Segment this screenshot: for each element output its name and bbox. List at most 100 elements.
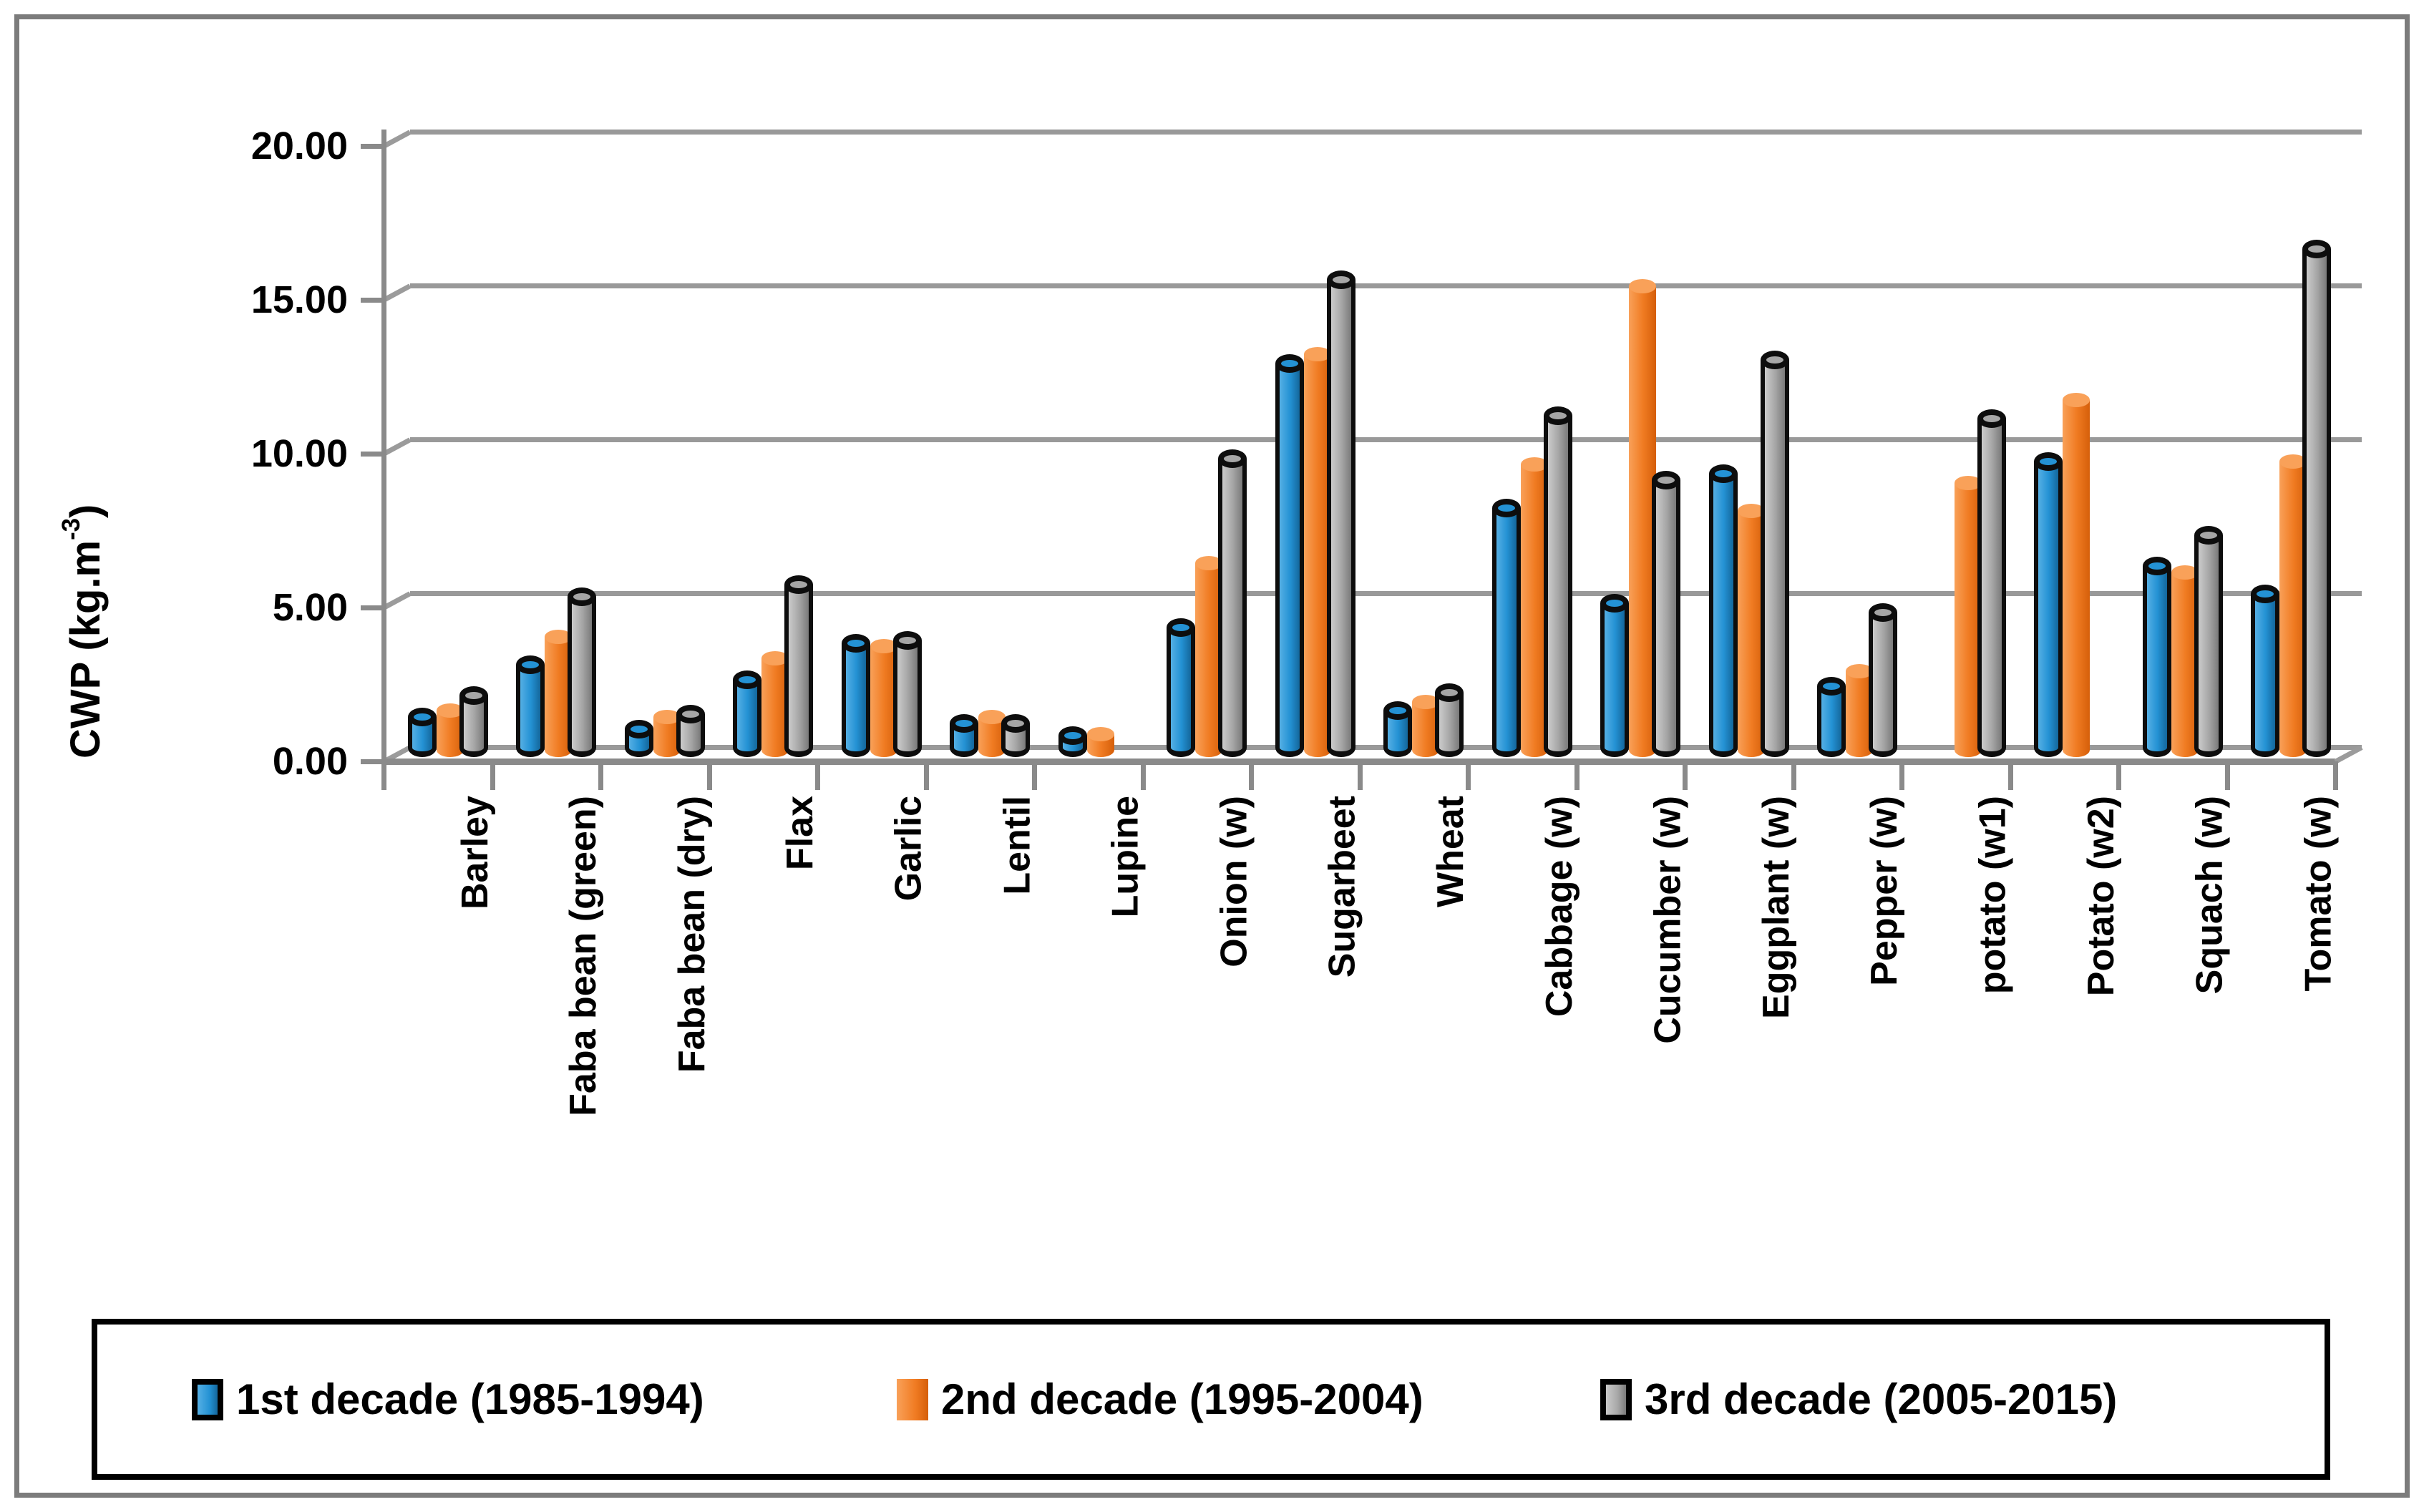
y-tick-label-15.00: 15.00 [250,278,348,321]
bar-Squach (w)-1st decade (1985-1994) [2142,557,2171,757]
legend-swatch-orange [897,1378,928,1420]
bar-Cucumber (w)-2nd decade (1995-2004) [1629,279,1657,757]
cylinder-top [1383,701,1413,720]
bar-Faba bean (dry)-2nd decade (1995-2004) [653,710,681,757]
cylinder-top [1001,714,1031,733]
bar-Eggplant (w)-3rd decade (2005-2015) [1760,351,1789,757]
category-boundary-tick [2333,761,2338,790]
cylinder-top [1737,504,1765,518]
legend-swatch-gray [1600,1378,1632,1420]
cylinder-top [2063,393,2090,407]
bar-Tomato (w)-3rd decade (2005-2015) [2302,240,2332,757]
category-boundary-tick [2224,761,2230,790]
gridline-20.00 [410,130,2362,135]
cylinder-top [841,634,870,653]
cylinder-top [1817,677,1846,696]
category-label-Flax: Flax [779,796,822,871]
cylinder-top [459,686,488,705]
cylinder-top [1760,351,1789,369]
category-label-Pepper (w): Pepper (w) [1864,796,1906,986]
category-label-Eggplant (w): Eggplant (w) [1755,796,1797,1019]
category-boundary-tick [1466,761,1471,790]
cylinder-top [1412,695,1440,709]
cylinder-top [2171,565,2199,580]
cylinder-top [761,651,789,665]
legend-entry-3rd-decade: 3rd decade (2005-2015) [1600,1325,2117,1474]
category-label-Cucumber (w): Cucumber (w) [1647,796,1689,1044]
bar-potato (w1)-3rd decade (2005-2015) [1977,409,2006,757]
bar-Eggplant (w)-1st decade (1985-1994) [1708,464,1738,757]
cylinder-top [1275,354,1304,373]
cylinder-top [950,714,979,733]
y-tick-label-0.00: 0.00 [272,740,348,783]
category-boundary-tick [1357,761,1363,790]
cylinder-top [2302,240,2332,258]
cylinder-top [1086,727,1114,741]
bar-Wheat-1st decade (1985-1994) [1383,701,1413,757]
cylinder-top [2194,526,2223,545]
category-label-Cabbage (w): Cabbage (w) [1538,796,1580,1018]
cylinder-top [545,630,573,644]
cylinder-top [2142,557,2171,575]
category-label-Tomato (w): Tomato (w) [2297,796,2340,992]
category-boundary-tick [1249,761,1254,790]
category-label-Faba bean (dry): Faba bean (dry) [671,796,713,1073]
legend-label: 1st decade (1985-1994) [236,1375,704,1423]
bar-Onion (w)-1st decade (1985-1994) [1167,618,1196,757]
category-boundary-tick [923,761,929,790]
category-boundary-tick [815,761,820,790]
bar-Squach (w)-2nd decade (1995-2004) [2171,565,2199,757]
bar-Onion (w)-3rd decade (2005-2015) [1218,449,1247,757]
bar-Wheat-2nd decade (1995-2004) [1412,695,1440,757]
bar-Tomato (w)-2nd decade (1995-2004) [2279,454,2307,757]
bar-Cucumber (w)-1st decade (1985-1994) [1600,594,1630,757]
bar-Pepper (w)-3rd decade (2005-2015) [1869,603,1898,757]
category-boundary-tick [2116,761,2121,790]
category-boundary-tick [1140,761,1146,790]
bar-Barley-3rd decade (2005-2015) [459,686,488,757]
bar-Potato (w2)-1st decade (1985-1994) [2034,452,2063,757]
bar-Pepper (w)-2nd decade (1995-2004) [1846,664,1874,757]
bar-potato (w1)-2nd decade (1995-2004) [1954,476,1982,757]
category-boundary-tick [1032,761,1037,790]
cylinder-top [1977,409,2006,428]
category-label-Garlic: Garlic [887,796,930,902]
cylinder-top [784,575,814,594]
cylinder-top [1303,347,1331,361]
category-boundary-tick [2007,761,2013,790]
cylinder-top [733,670,762,689]
bar-Onion (w)-2nd decade (1995-2004) [1195,556,1223,757]
bar-Lentil-3rd decade (2005-2015) [1001,714,1031,757]
cylinder-top [1218,449,1247,468]
cylinder-top [2251,585,2280,603]
cylinder-top [870,639,897,653]
cylinder-top [653,710,681,724]
category-boundary-tick [1683,761,1688,790]
legend-label: 2nd decade (1995-2004) [941,1375,1423,1423]
bar-Sugarbeet-2nd decade (1995-2004) [1303,347,1331,757]
y-tick-mark-15.00 [361,298,384,303]
legend-entry-2nd-decade: 2nd decade (1995-2004) [897,1325,1423,1474]
category-boundary-tick [706,761,712,790]
bar-Faba bean (dry)-3rd decade (2005-2015) [676,705,705,757]
cylinder-top [676,705,705,723]
category-label-Sugarbeet: Sugarbeet [1321,796,1363,978]
cylinder-top [1629,279,1657,293]
bar-Garlic-2nd decade (1995-2004) [870,639,897,757]
cylinder-top [1435,683,1464,702]
bar-Lupine-1st decade (1985-1994) [1058,726,1087,757]
bar-Wheat-3rd decade (2005-2015) [1435,683,1464,757]
cylinder-top [407,708,437,726]
cylinder-top [1491,499,1521,517]
y-axis-line [381,130,386,764]
bar-Faba bean (green)-3rd decade (2005-2015) [568,587,597,757]
category-label-Lupine: Lupine [1104,796,1147,918]
cylinder-top [1543,406,1572,425]
category-label-Squach (w): Squach (w) [2189,796,2231,995]
bar-Barley-1st decade (1985-1994) [407,708,437,757]
cylinder-top [516,655,545,674]
bar-Eggplant (w)-2nd decade (1995-2004) [1737,504,1765,757]
y-tick-label-20.00: 20.00 [250,125,348,167]
y-tick-mark-5.00 [361,605,384,610]
